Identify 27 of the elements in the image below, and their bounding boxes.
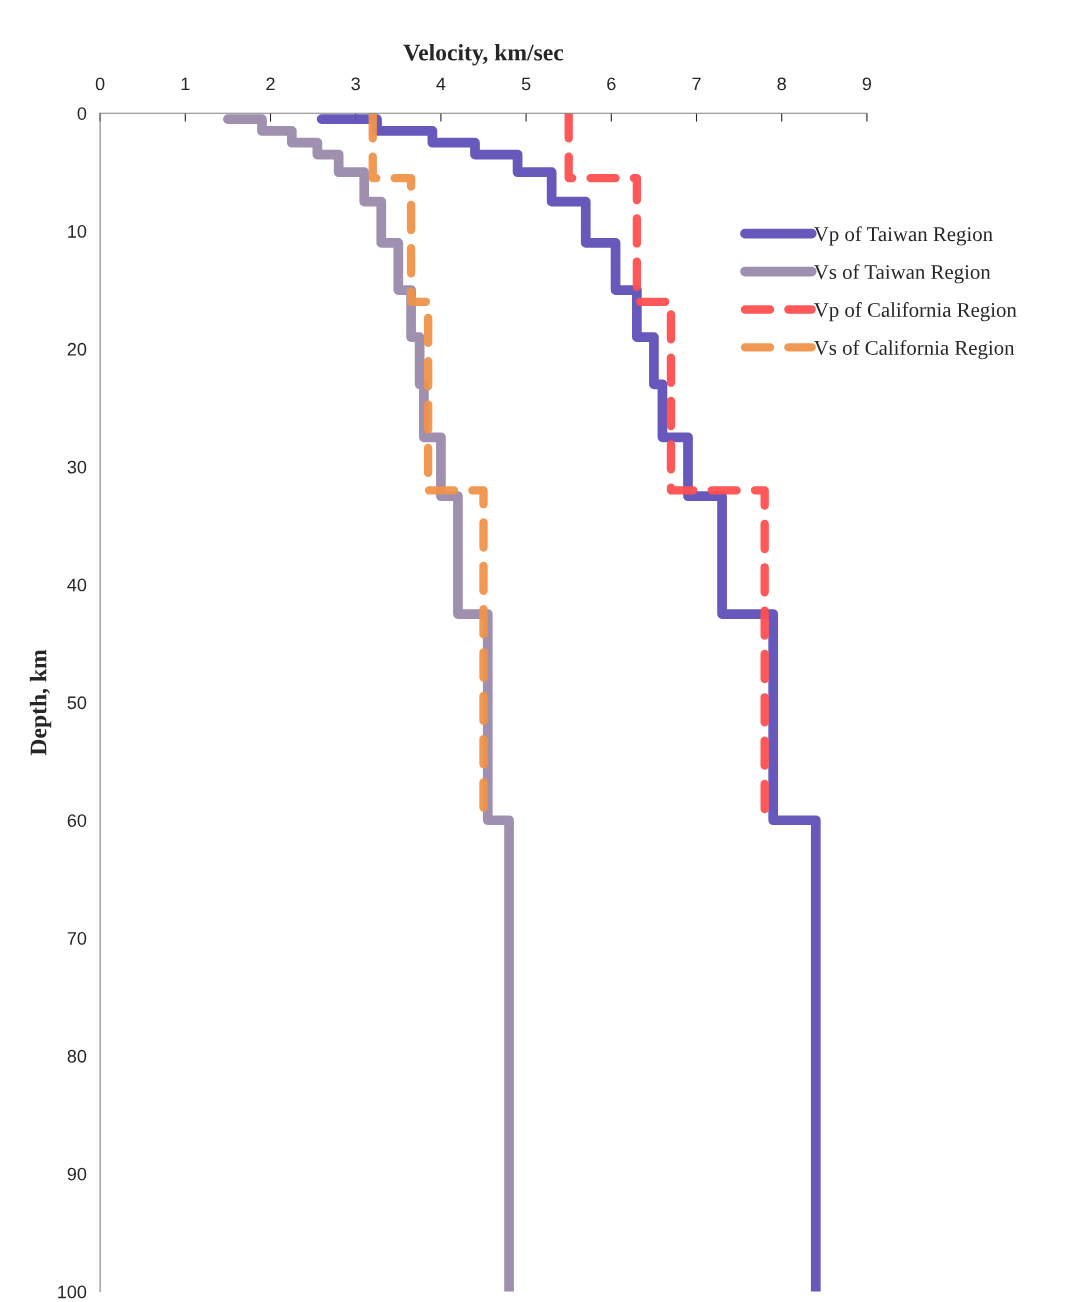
legend-label: Vs of California Region xyxy=(814,340,1015,360)
y-tick-label: 100 xyxy=(58,1285,87,1299)
x-tick-label: 9 xyxy=(862,77,872,91)
x-tick-label: 1 xyxy=(181,77,190,91)
y-axis-title: Depth, km xyxy=(29,649,52,756)
y-tick-label: 70 xyxy=(67,932,87,945)
y-tick-label: 10 xyxy=(68,225,87,238)
legend-label: Vp of Taiwan Region xyxy=(814,226,993,246)
y-tick-label: 0 xyxy=(77,107,87,120)
y-tick-label: 30 xyxy=(67,460,87,474)
x-tick-label: 8 xyxy=(777,77,786,91)
legend-label: Vp of California Region xyxy=(814,302,1017,322)
x-tick-label: 3 xyxy=(351,77,360,91)
x-tick-label: 2 xyxy=(266,77,275,91)
x-tick-label: 6 xyxy=(607,77,616,91)
x-tick-label: 7 xyxy=(692,77,701,91)
y-tick-label: 20 xyxy=(67,342,87,356)
y-tick-label: 90 xyxy=(67,1167,87,1181)
y-tick-label: 60 xyxy=(67,814,87,827)
legend-label: Vs of Taiwan Region xyxy=(814,264,991,284)
x-axis-title: Velocity, km/sec xyxy=(403,43,564,66)
y-tick-label: 80 xyxy=(67,1049,87,1063)
x-tick-label: 0 xyxy=(95,77,105,91)
y-tick-label: 50 xyxy=(67,696,87,710)
y-tick-label: 40 xyxy=(67,578,87,592)
x-tick-label: 4 xyxy=(436,77,446,91)
x-tick-label: 5 xyxy=(521,77,531,91)
